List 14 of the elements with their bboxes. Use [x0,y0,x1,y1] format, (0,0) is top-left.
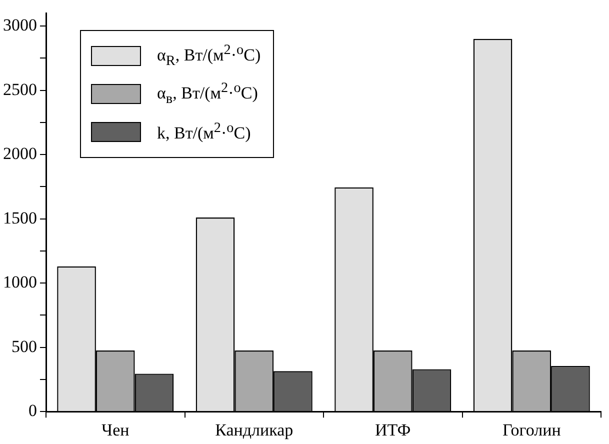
x-tick-label: Гоголин [502,420,561,440]
x-tick-label: Кандликар [215,420,294,440]
x-tick-label: Чен [102,420,130,440]
x-tick-label: ИТФ [375,420,411,440]
y-tick-label: 0 [28,401,37,420]
y-tick-label: 1500 [3,208,37,228]
legend-label: α$_{R}$, Вт/(м$^{2}$·$^{o}$C) [157,42,261,70]
legend-label: α$_{в}$, Вт/(м$^{2}$·$^{o}$C) [157,80,258,108]
legend-label: k, Вт/(м$^{2}$·$^{o}$C) [157,120,251,144]
y-tick-label: 2500 [3,80,37,99]
y-tick-label: 1000 [3,272,37,292]
y-tick-label: 3000 [3,16,37,35]
y-tick-label: 2000 [3,144,37,164]
y-tick-label: 500 [12,336,37,356]
